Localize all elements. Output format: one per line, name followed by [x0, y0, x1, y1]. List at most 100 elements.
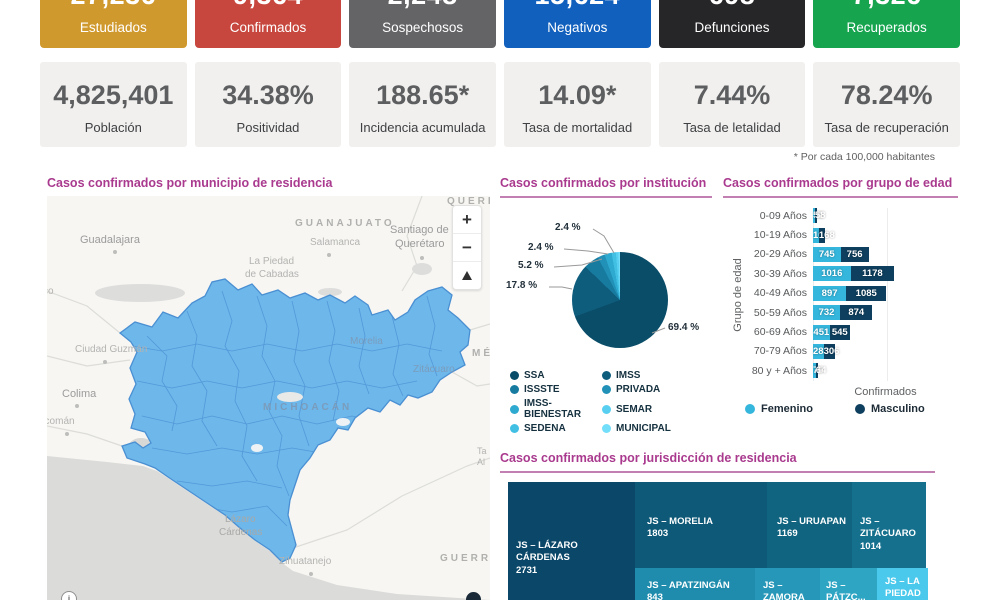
map-label-zihuatanejo: Zihuatanejo	[279, 556, 332, 567]
pie-legend-item-semar[interactable]: SEMAR	[602, 398, 671, 420]
map-action-dot[interactable]	[466, 592, 481, 600]
map-dot	[309, 572, 313, 576]
legend-dot-icon	[602, 404, 611, 414]
femenino-bar[interactable]: 286	[813, 343, 829, 359]
map-section-title: Casos confirmados por municipio de resid…	[47, 176, 490, 198]
card-poblacion: 4,825,401 Población	[40, 62, 187, 147]
map-label-quere-fragment: QUERÉ	[447, 196, 490, 207]
card-label: Tasa de letalidad	[683, 120, 781, 135]
treemap-tile[interactable]: JS – MORELIA 1803	[635, 482, 767, 568]
map-label-queretaro-city: Querétaro	[395, 238, 445, 250]
age-category-label: 20-29 Años	[753, 248, 807, 261]
treemap-tile[interactable]: JS – PÁTZC...476	[820, 568, 877, 600]
age-bar-row[interactable]: 50-59 Años 732 874	[723, 303, 958, 322]
femenino-bar[interactable]: 732	[813, 305, 841, 321]
age-bar-row[interactable]: 40-49 Años 897 1085	[723, 284, 958, 303]
zoom-out-button[interactable]: −	[453, 233, 481, 261]
age-bars: 732 874	[813, 305, 958, 321]
age-category-label: 30-39 Años	[753, 267, 807, 280]
map-canvas	[47, 196, 490, 600]
tile-name: JS – ZITÁCUARO	[860, 516, 916, 540]
masculino-bar[interactable]: 64	[815, 363, 826, 379]
bar-value: 897	[821, 287, 838, 299]
legend-label: MUNICIPAL	[616, 423, 671, 434]
map-label-zitacuaro: Zitácuaro	[413, 364, 455, 375]
map-label-de-cabadas: de Cabadas	[245, 269, 299, 280]
masculino-bar[interactable]: 1178	[850, 266, 895, 282]
card-label: Negativos	[547, 20, 608, 35]
treemap-tile[interactable]: JS – ZITÁCUARO 1014	[852, 482, 926, 568]
age-bar-row[interactable]: 20-29 Años 745 756	[723, 245, 958, 264]
age-bar-row[interactable]: 30-39 Años 1016 1178	[723, 264, 958, 283]
card-confirmados: 9,364 Confirmados	[194, 0, 342, 48]
map-label-guerrero: GUERRERO	[440, 553, 490, 564]
masculino-bar[interactable]: 874	[840, 305, 873, 321]
bar-value: 286	[813, 345, 829, 357]
map-dot	[75, 404, 79, 408]
legend-item-masculino[interactable]: Masculino	[854, 403, 925, 415]
municipality-map[interactable]: Guadalajara GUANAJUATO Salamanca Santiag…	[47, 196, 490, 600]
map-label-tecoman: ecomán	[47, 416, 75, 427]
card-recuperados: 7,326 Recuperados	[813, 0, 960, 48]
pie-legend-item-ssa[interactable]: SSA	[510, 370, 598, 381]
age-bar-row[interactable]: 60-69 Años 451 545	[723, 322, 958, 341]
age-bar-row[interactable]: 0-09 Años 52 58	[723, 206, 958, 225]
zoom-in-button[interactable]: +	[462, 209, 472, 229]
pie-callout-69.4: 69.4 %	[668, 322, 700, 333]
treemap-tile[interactable]: JS – LÁZARO CÁRDENAS 2731	[508, 482, 635, 600]
tile-name: JS – LA PIEDAD	[885, 576, 921, 600]
age-bars: 52 58	[813, 208, 958, 224]
age-bar-row[interactable]: 80 y + Años 75 64	[723, 361, 958, 380]
pie-section-title: Casos confirmados por institución	[500, 176, 712, 198]
treemap-tile[interactable]: JS – URUAPAN 1169	[767, 482, 852, 568]
card-value: 34.38%	[222, 80, 314, 110]
michoacan-state-shape[interactable]	[118, 278, 471, 563]
age-bars: 1016 1178	[813, 266, 958, 282]
pie-legend-item-municipal[interactable]: MUNICIPAL	[602, 423, 671, 434]
masculino-bar[interactable]: 58	[814, 208, 825, 224]
legend-label: Masculino	[870, 403, 925, 415]
pie-callout-17.8: 17.8 %	[506, 280, 538, 291]
pie-legend-item-imss[interactable]: IMSS	[602, 370, 671, 381]
map-label-morelia: Morelia	[350, 336, 383, 347]
femenino-bar[interactable]: 745	[813, 246, 841, 262]
masculino-bar[interactable]: 168	[818, 227, 835, 243]
masculino-bar[interactable]: 1085	[846, 285, 887, 301]
pie-legend-item-privada[interactable]: PRIVADA	[602, 384, 671, 395]
lake-patzcuaro	[336, 418, 350, 426]
card-label: Estudiados	[79, 20, 147, 35]
age-category-label: 80 y + Años	[751, 364, 807, 377]
pie-legend-item-imss-bienestar[interactable]: IMSS-BIENESTAR	[510, 398, 598, 420]
legend-label: SEMAR	[616, 403, 653, 415]
legend-item-femenino[interactable]: Femenino	[745, 403, 813, 415]
age-bars: 451 545	[813, 324, 958, 340]
age-bar-row[interactable]: 70-79 Años 286 306	[723, 342, 958, 361]
tile-name: JS – MORELIA	[647, 516, 713, 527]
femenino-bar[interactable]: 1016	[813, 266, 851, 282]
treemap-tile[interactable]: JS – APATZINGÁN 843	[635, 568, 755, 600]
card-defunciones: 698 Defunciones	[658, 0, 806, 48]
map-label-michoacan: MICHOACÁN	[263, 402, 353, 413]
femenino-bar[interactable]: 451	[813, 324, 830, 340]
treemap-tile[interactable]: JS – ZAMORA570	[755, 568, 820, 600]
age-category-label: 60-69 Años	[753, 326, 807, 339]
masculino-bar[interactable]: 306	[823, 343, 839, 359]
legend-label: ISSSTE	[524, 384, 560, 395]
compass-button[interactable]	[453, 261, 481, 289]
treemap-tile[interactable]: JS – LA PIEDAD	[877, 568, 928, 600]
pie-callout-2.4b: 2.4 %	[528, 242, 554, 253]
tile-value: 1803	[647, 528, 669, 540]
map-label-ta-fragment: Ta	[477, 446, 487, 456]
femenino-bar[interactable]: 897	[813, 285, 847, 301]
masculino-bar[interactable]: 545	[829, 324, 850, 340]
map-attribution-icon[interactable]: i	[61, 591, 77, 600]
card-value: 14.09*	[538, 80, 617, 110]
pie-legend-item-sedena[interactable]: SEDENA	[510, 423, 598, 434]
card-estudiados: 27,236 Estudiados	[40, 0, 187, 48]
treemap-section-title: Casos confirmados por jurisdicción de re…	[500, 451, 935, 473]
bar-value: 732	[818, 307, 835, 319]
pie-legend-item-issste[interactable]: ISSSTE	[510, 384, 598, 395]
age-bar-row[interactable]: 10-19 Años 160168	[723, 225, 958, 244]
institution-pie-chart[interactable]	[572, 252, 668, 348]
masculino-bar[interactable]: 756	[840, 246, 869, 262]
